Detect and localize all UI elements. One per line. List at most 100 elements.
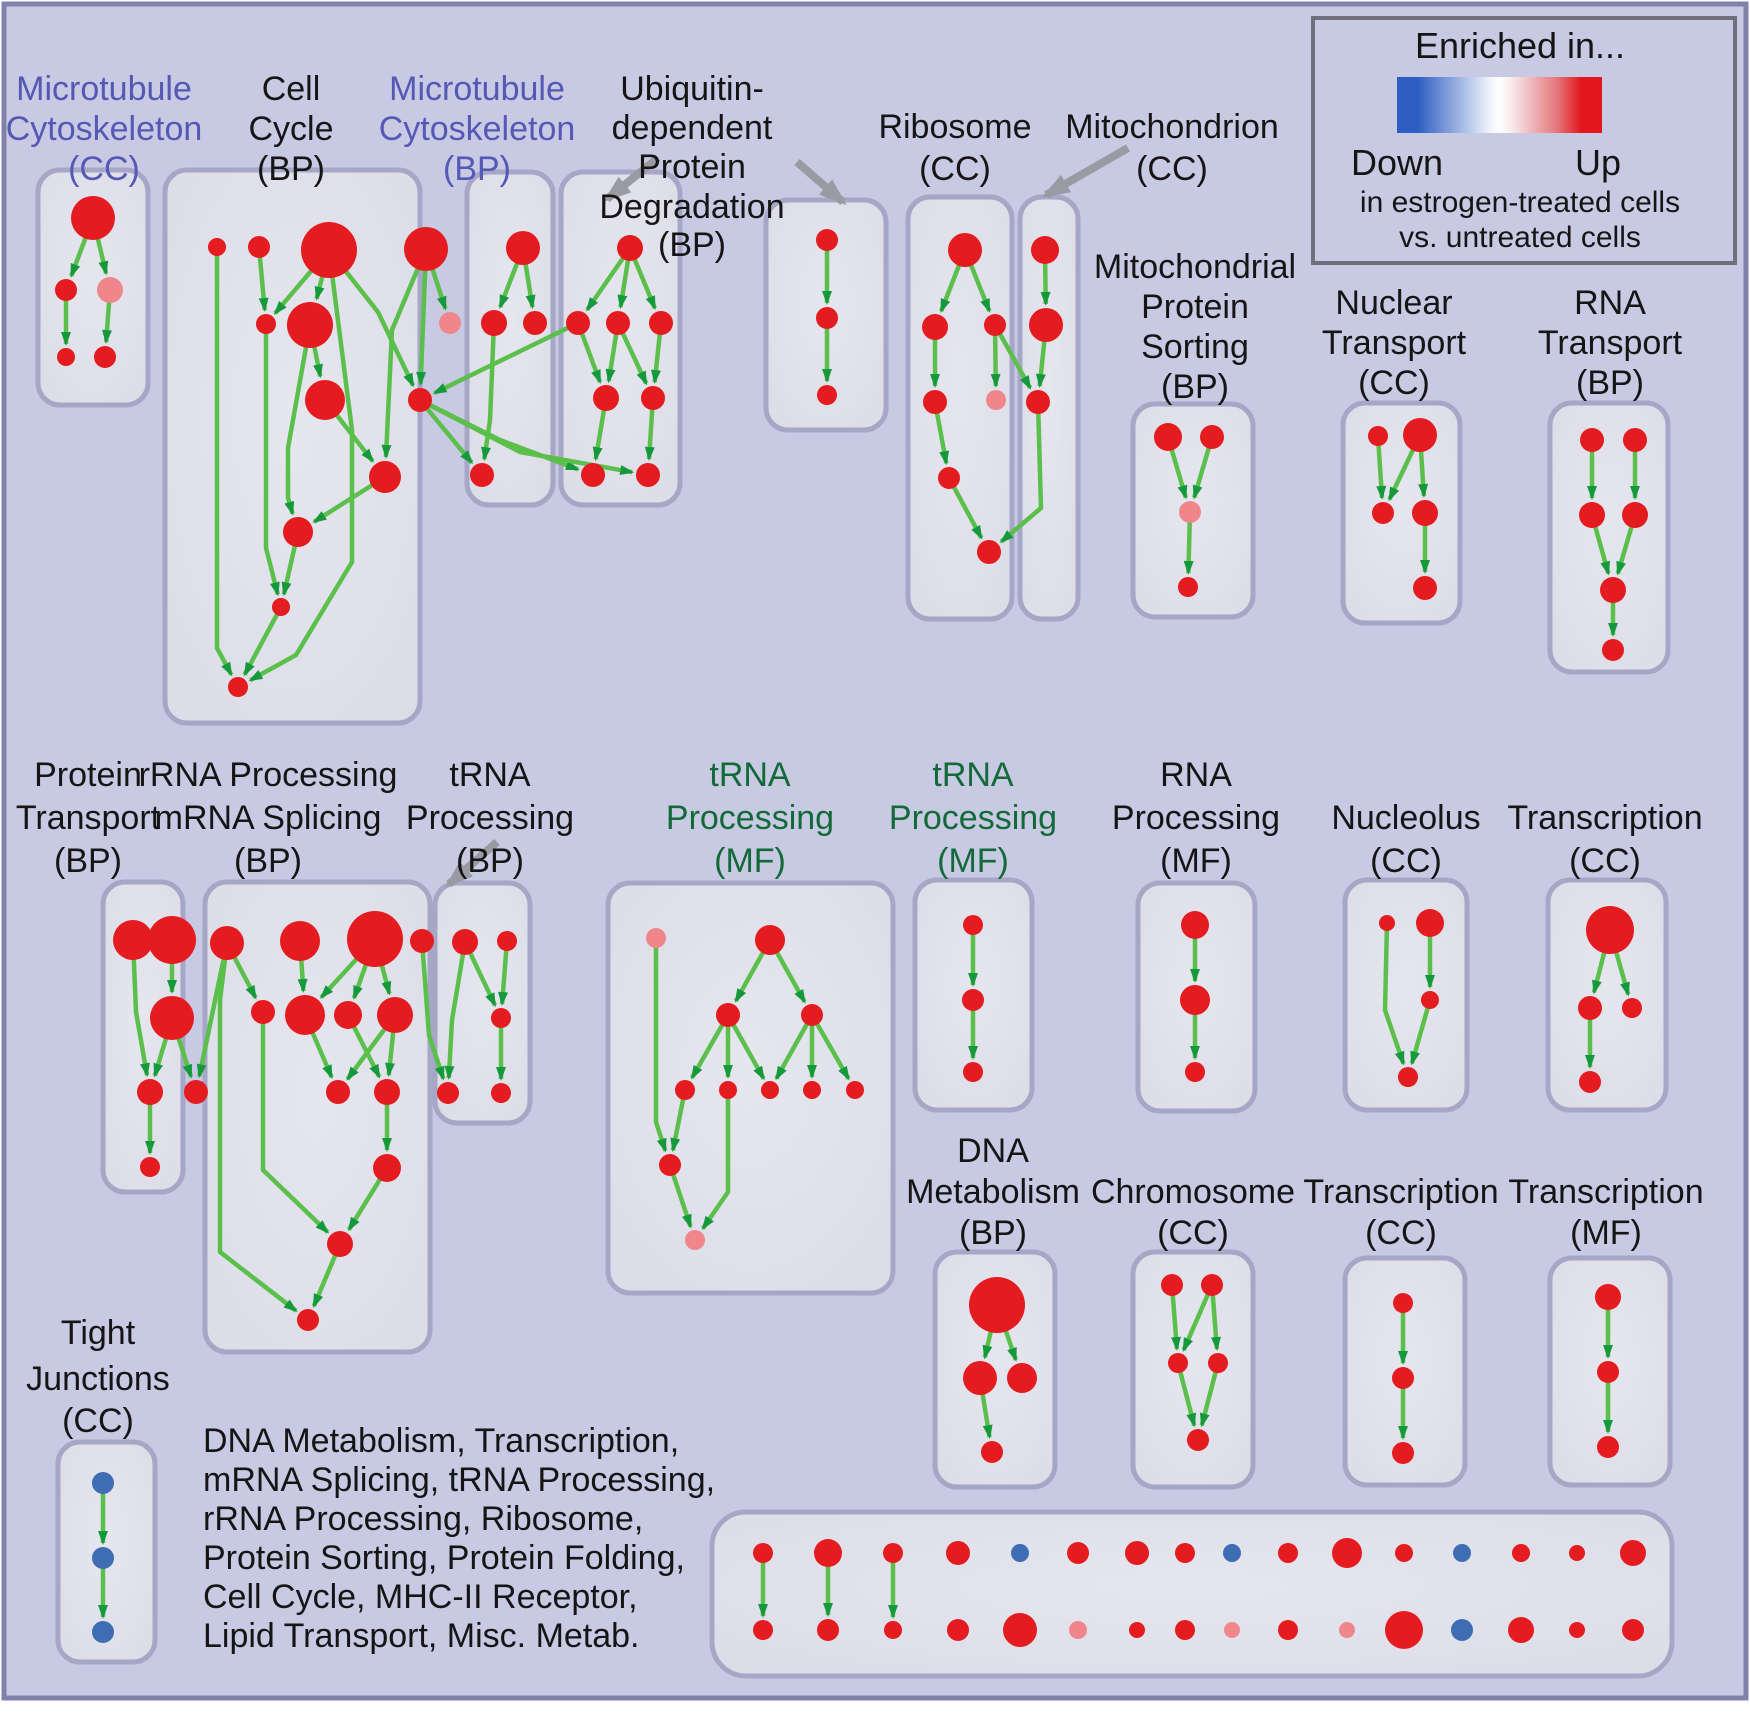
cluster-label-mtbp-line2: (BP) — [443, 150, 511, 188]
go-term-node-mtbp-c2 — [523, 311, 547, 335]
ubiquitin-right-pointer-arrow — [794, 158, 847, 206]
go-term-node-cc-n5 — [439, 312, 461, 334]
go-term-node-rrna-m1 — [251, 1000, 275, 1024]
go-term-node-misc-bottom-5 — [1069, 1621, 1087, 1639]
go-term-node-cc-n7 — [287, 302, 333, 348]
edge-cc-n4-n9 — [416, 248, 429, 387]
go-term-node-misc-bottom-14 — [1569, 1622, 1585, 1638]
go-term-node-trnamf2-y0 — [963, 915, 983, 935]
go-term-node-misc-top-9 — [1278, 1543, 1298, 1563]
go-term-node-nuct-q0 — [1368, 426, 1388, 446]
cluster-label-rnamf-line2: (MF) — [1160, 842, 1232, 880]
go-term-node-mito-m0 — [1031, 236, 1059, 264]
go-term-node-pt-f — [140, 1157, 160, 1177]
go-term-node-cc-n9 — [408, 388, 432, 412]
edge-ribo-r5-r6 — [947, 476, 984, 540]
cluster-label-trcc2-line0: Transcription — [1303, 1173, 1498, 1211]
misc-terms-note-line3: Protein Sorting, Protein Folding, — [203, 1539, 685, 1577]
go-term-node-cc-n13 — [228, 677, 248, 697]
go-term-node-misc-bottom-6 — [1129, 1622, 1145, 1638]
go-term-node-rrna-m2 — [285, 995, 325, 1035]
go-term-node-misc-top-11 — [1395, 1544, 1413, 1562]
edge-trnamf1-w2-w4 — [690, 1013, 730, 1080]
go-term-node-rrna-t2 — [280, 921, 320, 961]
go-term-node-misc-bottom-0 — [753, 1620, 773, 1640]
go-term-node-misc-bottom-9 — [1278, 1620, 1298, 1640]
cluster-label-trmf-line1: (MF) — [1570, 1214, 1642, 1252]
go-term-node-ribo-r6 — [977, 540, 1001, 564]
go-term-node-nuct-q1 — [1403, 418, 1437, 452]
cluster-label-trnamf1-line2: (MF) — [714, 842, 786, 880]
go-term-node-cc-n10 — [369, 461, 401, 493]
go-term-node-ribo-r3 — [923, 390, 947, 414]
go-term-node-ub2-v1 — [816, 307, 838, 329]
go-term-node-rnat-s3 — [1622, 502, 1648, 528]
legend-caption-1: in estrogen-treated cells — [1360, 186, 1680, 219]
go-term-node-cc-n2 — [248, 236, 270, 258]
go-term-node-mps-p1 — [1200, 425, 1224, 449]
go-term-node-misc-top-13 — [1512, 1544, 1530, 1562]
edge-trnamf1-w4-w9 — [670, 1089, 688, 1153]
go-term-node-tight-b0 — [92, 1472, 114, 1494]
go-term-node-trnabp-x2 — [491, 1008, 511, 1028]
misc-terms-note-line4: Cell Cycle, MHC-II Receptor, — [203, 1578, 638, 1616]
go-term-node-ub1-u2 — [606, 311, 630, 335]
go-term-node-pt-b — [148, 916, 196, 964]
edge-mtbp-c1-b — [481, 322, 497, 462]
cluster-label-dnam-line0: DNA — [957, 1132, 1029, 1170]
go-term-node-nucl-o2 — [1421, 991, 1439, 1009]
go-term-node-mito-m2 — [1026, 390, 1050, 414]
go-term-node-chrom-c4 — [1187, 1429, 1209, 1451]
edge-pt-a-d — [130, 939, 150, 1078]
cluster-label-rnamf-line0: RNA — [1160, 756, 1232, 794]
cluster-label-trcc2-line1: (CC) — [1365, 1214, 1437, 1252]
go-term-node-nucl-o1 — [1416, 909, 1444, 937]
go-term-node-cc-n8 — [305, 380, 345, 420]
go-term-node-cc-n1 — [208, 238, 226, 256]
go-term-node-rrna-t1 — [210, 926, 244, 960]
cluster-label-ribo-line1: (CC) — [919, 150, 991, 188]
go-term-node-misc-bottom-12 — [1451, 1619, 1473, 1641]
go-term-node-trcc2-i2 — [1392, 1442, 1414, 1464]
go-term-node-cc-n3 — [301, 222, 357, 278]
edge-cc-n12-n13 — [242, 605, 283, 677]
go-term-node-mps-p0 — [1154, 423, 1182, 451]
cluster-box-cc — [162, 167, 423, 726]
edge-chrom-c2-c4 — [1175, 1362, 1197, 1428]
go-term-node-trnamf1-w8 — [846, 1081, 864, 1099]
go-term-node-rrna-t4 — [410, 929, 434, 953]
cross-edge-ribo.r2-mito.m2 — [993, 323, 1033, 390]
go-term-node-misc-top-0 — [753, 1543, 773, 1563]
misc-terms-note-line5: Lipid Transport, Misc. Metab. — [203, 1617, 640, 1655]
go-term-node-misc-bottom-13 — [1508, 1617, 1534, 1643]
go-term-node-trnamf2-y1 — [962, 989, 984, 1011]
edge-cc-n1-n13 — [214, 247, 234, 677]
cluster-label-rnat-line0: RNA — [1574, 284, 1646, 322]
go-term-node-misc-bottom-10 — [1339, 1622, 1355, 1638]
go-term-node-nuct-q3 — [1412, 500, 1438, 526]
cluster-label-mps-line3: (BP) — [1161, 368, 1229, 406]
cluster-label-chrom-line1: (CC) — [1157, 1214, 1229, 1252]
cluster-box-trcc1 — [1545, 877, 1669, 1113]
cluster-label-pt-line0: Protein — [34, 756, 142, 794]
go-term-node-rrna-j1 — [373, 1154, 401, 1182]
go-term-node-dnam-g1 — [963, 1361, 997, 1395]
go-term-node-misc-bottom-3 — [947, 1619, 969, 1641]
go-term-node-misc-top-1 — [814, 1539, 842, 1567]
go-term-node-pt-a — [113, 920, 153, 960]
go-term-node-pt-d — [137, 1079, 163, 1105]
cluster-label-tight-line0: Tight — [61, 1314, 136, 1352]
go-term-node-trcc1-h2 — [1622, 998, 1642, 1018]
cluster-label-trcc1-line0: Transcription — [1507, 799, 1702, 837]
go-term-node-rnat-s4 — [1600, 577, 1626, 603]
go-term-node-mtcc-d — [57, 348, 75, 366]
go-term-node-mtcc-a — [71, 196, 115, 240]
cluster-label-mtbp-line0: Microtubule — [389, 70, 565, 108]
go-term-node-misc-top-7 — [1175, 1543, 1195, 1563]
go-term-node-ribo-r0 — [948, 233, 982, 267]
go-term-node-trnamf1-w1 — [755, 925, 785, 955]
go-term-node-misc-top-8 — [1223, 1544, 1241, 1562]
cluster-label-trnamf1-line1: Processing — [666, 799, 834, 837]
misc-terms-note-line1: mRNA Splicing, tRNA Processing, — [203, 1461, 715, 1499]
